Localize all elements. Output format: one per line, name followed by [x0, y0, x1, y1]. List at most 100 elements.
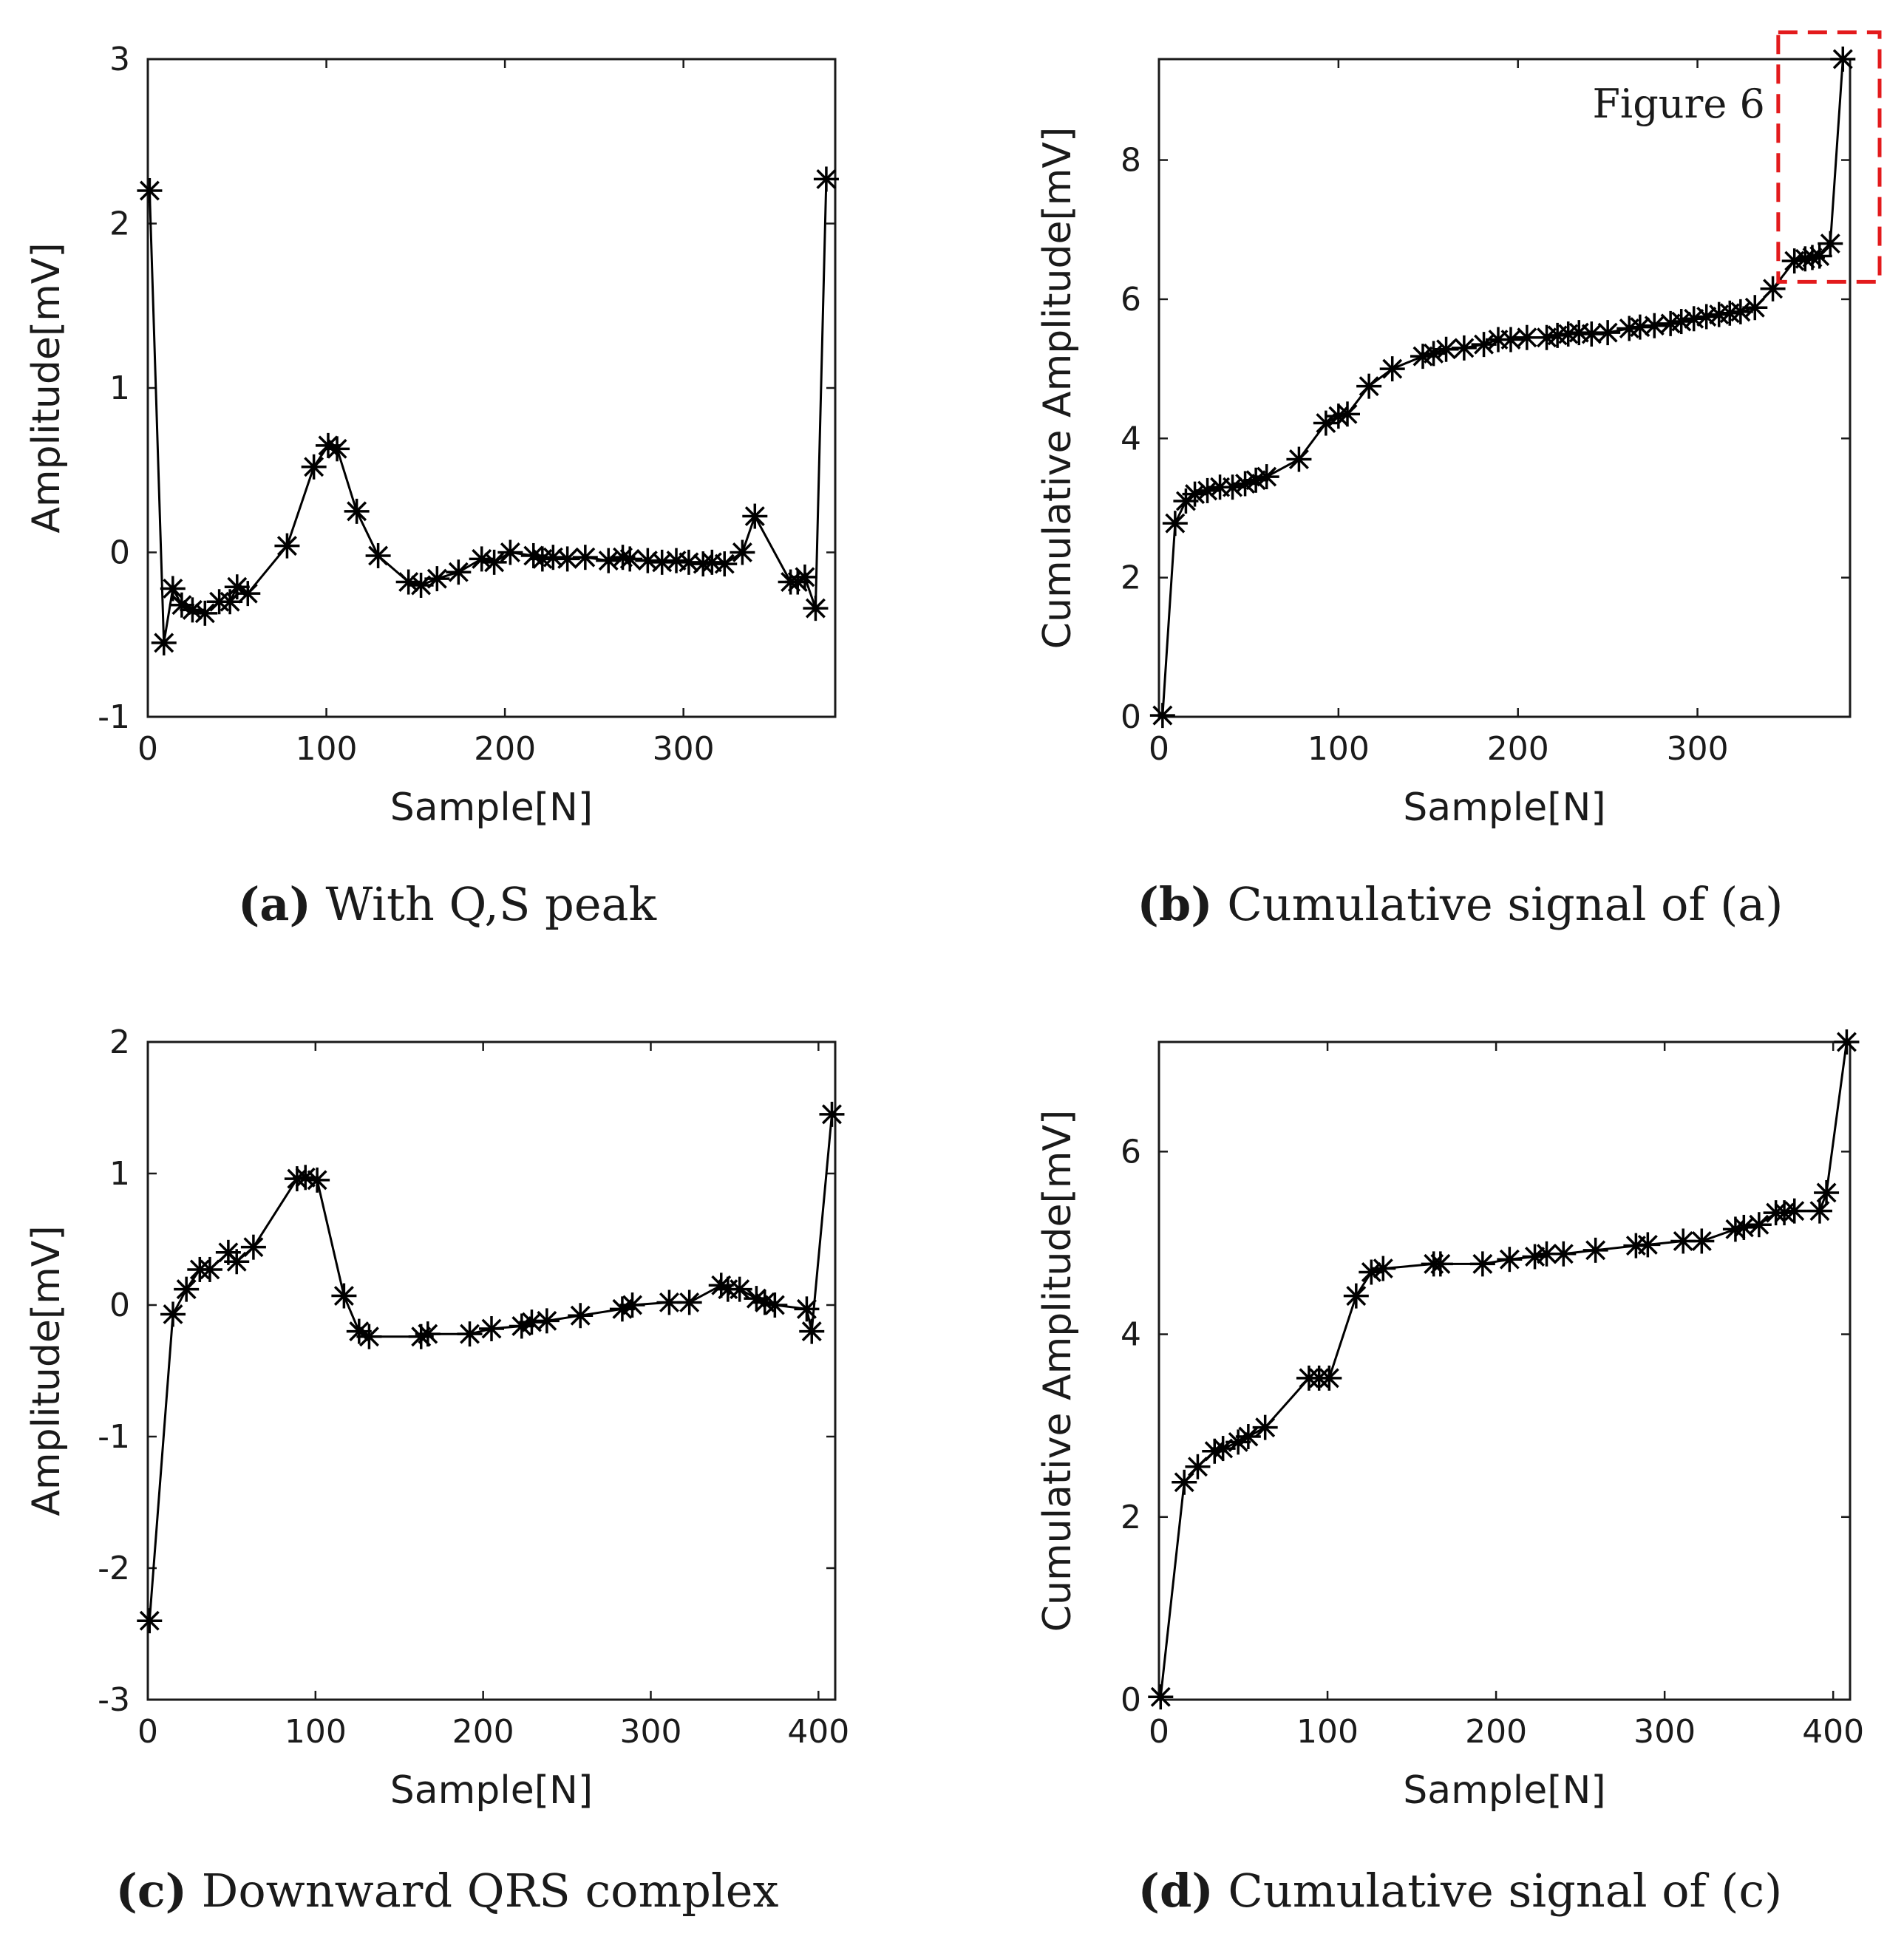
panel-d: 0 100 200 300 400 0 2 4 6 Sample[N] Cumulative Amp…	[1036, 1029, 1864, 1918]
data-point-marker	[1172, 1469, 1197, 1495]
data-point-marker	[1356, 373, 1382, 399]
x-tick-label: 100	[285, 1713, 347, 1751]
data-point-marker	[365, 542, 391, 568]
caption-letter: (a)	[238, 877, 311, 931]
panel-a: 0 100 200 300-10123Sample[N]Amplitude[mV](a…	[24, 41, 839, 931]
data-point-marker	[568, 1303, 594, 1329]
x-tick-label: 300	[1667, 730, 1729, 768]
y-tick-label: 6	[1121, 281, 1141, 319]
series-line	[1161, 58, 1844, 716]
y-tick-label: 2	[109, 205, 130, 243]
plot-frame	[1157, 1040, 1852, 1701]
data-point-marker	[305, 1167, 330, 1193]
y-tick-label: 2	[1121, 1499, 1141, 1536]
data-point-marker	[1194, 477, 1220, 503]
plot-frame	[146, 1040, 837, 1701]
data-point-marker	[469, 546, 494, 572]
panel-c: 0 100 200 300 400 -3 -2 -1 0 1 2 Sample[N] Amplitude…	[24, 1023, 849, 1918]
caption-text: Cumulative signal of (c)	[1214, 1864, 1783, 1918]
plot-frame	[146, 58, 837, 718]
panel-caption: (d) Cumulative signal of (c)	[1138, 1864, 1783, 1918]
data-point-marker	[331, 1283, 357, 1309]
data-point-marker	[1286, 446, 1312, 472]
data-point-marker	[1469, 1251, 1495, 1277]
data-point-marker	[664, 548, 690, 573]
data-point-marker	[1566, 320, 1592, 346]
data-point-marker	[534, 1308, 560, 1334]
data-point-marker	[301, 454, 327, 480]
data-point-marker	[1534, 324, 1560, 350]
x-tick-label: 100	[1296, 1713, 1359, 1751]
data-point-marker	[1421, 341, 1446, 367]
data-point-marker	[1185, 1454, 1211, 1479]
data-point-marker	[481, 549, 507, 575]
y-axis-label: Amplitude[mV]	[24, 1225, 69, 1516]
data-point-marker	[792, 564, 817, 590]
data-point-marker	[785, 569, 811, 595]
data-point-marker	[151, 630, 177, 655]
y-axis-label: Cumulative Amplitude[mV]	[1036, 1110, 1080, 1632]
data-point-marker	[1427, 1251, 1453, 1277]
data-point-marker	[1498, 327, 1523, 352]
data-point-marker	[1335, 401, 1360, 427]
data-point-marker	[1616, 316, 1642, 341]
data-point-marker	[609, 1296, 635, 1322]
x-axis-label: Sample[N]	[390, 1768, 593, 1813]
x-tick-label: 0	[137, 730, 158, 768]
y-tick-label: -1	[98, 698, 130, 736]
data-point-marker	[1627, 314, 1653, 340]
data-point-marker	[1149, 703, 1175, 729]
x-tick-label: 0	[1149, 730, 1169, 768]
data-point-marker	[1635, 1232, 1661, 1258]
caption-letter: (d)	[1138, 1864, 1214, 1918]
y-tick-label: 1	[109, 369, 130, 407]
panel-caption: (c) Downward QRS complex	[116, 1864, 779, 1918]
y-tick-label: 0	[109, 534, 130, 572]
data-point-marker	[1830, 47, 1856, 72]
data-point-marker	[799, 1318, 825, 1344]
data-point-marker	[1595, 320, 1621, 346]
data-point-marker	[457, 1321, 483, 1347]
data-point-marker	[274, 533, 300, 559]
x-tick-label: 300	[1633, 1713, 1696, 1751]
data-point-marker	[1814, 1179, 1840, 1205]
x-tick-label: 0	[137, 1713, 158, 1751]
y-axis-label: Amplitude[mV]	[24, 242, 69, 533]
data-point-marker	[1254, 464, 1279, 490]
data-point-marker	[742, 503, 768, 529]
x-tick-label: 300	[653, 730, 715, 768]
data-point-marker	[794, 1296, 820, 1322]
x-tick-label: 200	[1465, 1713, 1527, 1751]
data-point-marker	[1818, 231, 1843, 256]
y-tick-label: 0	[1121, 1681, 1141, 1719]
x-axis-label: Sample[N]	[390, 786, 593, 830]
data-point-marker	[1834, 1029, 1860, 1055]
plot-frame	[1157, 58, 1852, 718]
x-axis-label: Sample[N]	[1403, 1768, 1605, 1813]
x-tick-label: 0	[1149, 1713, 1169, 1751]
data-point-marker	[730, 539, 755, 565]
data-point-marker	[1497, 1247, 1523, 1273]
y-tick-label: 2	[1121, 559, 1141, 597]
y-tick-label: 0	[1121, 698, 1141, 736]
data-point-marker	[1642, 313, 1667, 338]
x-tick-label: 100	[296, 730, 358, 768]
data-point-marker	[712, 551, 738, 577]
data-point-marker	[1313, 410, 1339, 436]
data-point-marker	[324, 436, 350, 462]
data-point-marker	[1693, 304, 1719, 330]
data-point-marker	[708, 1273, 734, 1298]
data-point-marker	[240, 1234, 266, 1260]
data-point-marker	[1451, 335, 1477, 361]
annotation-label: Figure 6	[1592, 81, 1764, 127]
data-point-marker	[497, 539, 523, 565]
data-point-marker	[192, 600, 218, 626]
data-point-marker	[1781, 1198, 1807, 1224]
panel-b: 0 100 200 300 0 2 4 6 8 Sample[N] Cumulative Ampli…	[1036, 30, 1882, 931]
data-point-marker	[819, 1101, 845, 1127]
y-tick-label: 4	[1121, 1316, 1141, 1354]
y-tick-label: -1	[98, 1418, 130, 1456]
data-point-marker	[1252, 1414, 1278, 1440]
data-point-marker	[160, 1301, 186, 1327]
